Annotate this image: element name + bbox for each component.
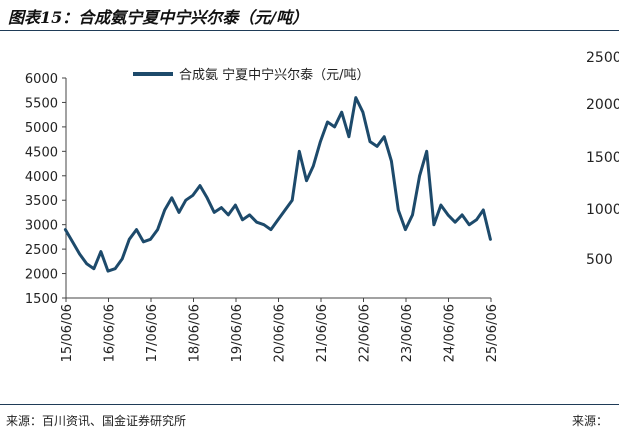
data-point [220, 206, 223, 209]
data-point [156, 228, 159, 231]
data-point [106, 269, 110, 273]
y-tick-label: 4500 [25, 145, 58, 160]
data-point [191, 194, 195, 197]
data-point [283, 208, 287, 212]
data-point [361, 111, 365, 114]
data-point [404, 228, 407, 231]
y-tick-label: 5500 [25, 96, 58, 111]
data-point [241, 218, 244, 221]
right-axis-tick: 500 [586, 252, 613, 268]
data-point [375, 145, 379, 148]
data-point [418, 174, 421, 177]
data-point [234, 203, 237, 207]
data-point [113, 267, 117, 270]
data-point [135, 228, 138, 231]
data-point [383, 135, 386, 138]
x-tick-label: 15/06/06 [60, 304, 75, 362]
data-point [163, 208, 166, 212]
data-point [340, 111, 343, 114]
x-tick-label: 24/06/06 [443, 304, 458, 362]
data-point [446, 213, 450, 217]
right-axis-tick: 1000 [586, 202, 619, 218]
x-tick-label: 25/06/06 [485, 304, 500, 362]
series-line [63, 96, 492, 273]
data-point [142, 240, 145, 243]
data-point [213, 211, 216, 214]
data-point [227, 213, 230, 217]
data-point [121, 257, 124, 261]
x-tick-label: 22/06/06 [358, 304, 373, 362]
data-point [326, 120, 329, 124]
data-point [255, 221, 258, 224]
data-point [298, 150, 301, 153]
data-point [432, 223, 436, 226]
data-point [71, 240, 74, 243]
data-point [368, 140, 372, 143]
data-point [85, 262, 88, 265]
y-tick-label: 5000 [25, 121, 58, 136]
y-tick-label: 4000 [25, 170, 58, 185]
data-point [128, 238, 131, 241]
data-point [460, 213, 464, 217]
x-tick-label: 20/06/06 [273, 304, 288, 362]
data-point [354, 96, 357, 99]
right-axis-tick: 2500 [586, 50, 619, 66]
data-point [468, 223, 471, 226]
data-point [198, 184, 202, 187]
y-tick-label: 1500 [25, 292, 58, 307]
y-tick-label: 3000 [25, 219, 58, 234]
right-axis-tick: 2000 [586, 97, 619, 113]
data-point [184, 199, 187, 202]
data-point [390, 159, 393, 163]
data-point [475, 218, 478, 221]
data-point [276, 218, 280, 221]
data-point [149, 238, 152, 241]
y-tick-label: 3500 [25, 194, 58, 209]
data-point [305, 179, 308, 182]
data-point [347, 135, 351, 138]
x-tick-label: 21/06/06 [315, 304, 330, 362]
data-point [99, 250, 103, 253]
data-point [205, 196, 209, 199]
data-point [262, 223, 266, 226]
data-point [439, 203, 443, 207]
data-point [333, 125, 336, 129]
data-point [319, 140, 322, 143]
data-point [248, 213, 251, 217]
data-point [453, 221, 457, 224]
right-axis-tick: 1500 [586, 150, 619, 166]
bottom-rule [0, 404, 619, 405]
y-tick-label: 2500 [25, 243, 58, 258]
data-point [489, 238, 492, 241]
legend-label: 合成氨 宁夏中宁兴尔泰（元/吨） [179, 67, 370, 83]
x-tick-label: 23/06/06 [400, 304, 415, 362]
x-tick-label: 17/06/06 [145, 304, 160, 362]
data-point [397, 208, 400, 212]
data-point [78, 252, 81, 256]
x-tick-label: 18/06/06 [188, 304, 203, 362]
source-note-right: 来源： [572, 414, 609, 428]
data-point [177, 211, 181, 214]
data-point [170, 196, 173, 199]
data-point [482, 208, 485, 212]
data-point [269, 228, 273, 231]
x-tick-label: 19/06/06 [230, 304, 245, 362]
data-point [291, 199, 294, 202]
source-note: 来源：百川资讯、国金证券研究所 [6, 414, 187, 428]
y-tick-label: 2000 [25, 268, 58, 283]
data-point [92, 267, 96, 270]
data-point [312, 164, 315, 168]
data-point [425, 150, 428, 153]
top-rule [0, 30, 619, 31]
x-tick-label: 16/06/06 [103, 304, 118, 362]
figure-title: 图表15：合成氨宁夏中宁兴尔泰（元/吨） [8, 8, 309, 27]
y-tick-label: 6000 [25, 72, 58, 87]
data-point [64, 228, 67, 231]
data-point [411, 213, 414, 217]
